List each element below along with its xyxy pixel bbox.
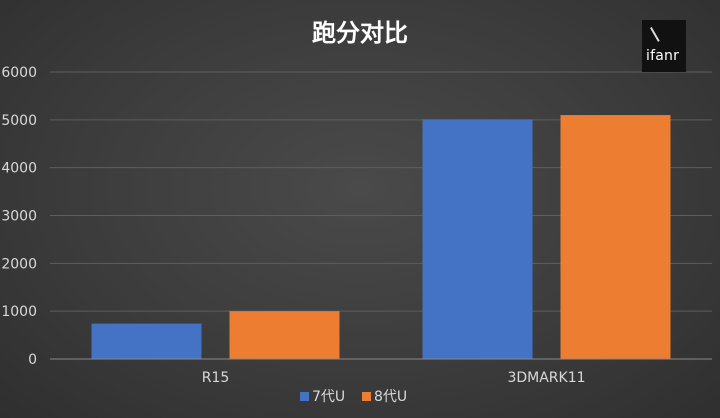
legend-swatch (362, 392, 371, 401)
y-tick-label: 2000 (1, 256, 37, 272)
legend-label: 7代U (312, 389, 345, 405)
y-tick-label: 6000 (1, 65, 37, 81)
x-tick-label: R15 (202, 370, 230, 386)
y-tick-label: 5000 (1, 113, 37, 129)
x-tick-label: 3DMARK11 (507, 370, 585, 386)
y-tick-label: 3000 (1, 209, 37, 225)
y-tick-label: 4000 (1, 161, 37, 177)
legend-swatch (300, 392, 309, 401)
y-tick-label: 0 (28, 352, 37, 368)
logo-text: ifanr (646, 48, 680, 64)
legend-label: 8代U (374, 389, 407, 405)
ifanr-logo: ifanr (642, 20, 686, 72)
slash-mark-icon (650, 27, 660, 42)
bar (422, 119, 533, 359)
chart-title: 跑分对比 (312, 19, 408, 47)
y-tick-label: 1000 (1, 304, 37, 320)
bar (229, 311, 340, 359)
bar (91, 323, 202, 359)
bar (560, 115, 671, 359)
